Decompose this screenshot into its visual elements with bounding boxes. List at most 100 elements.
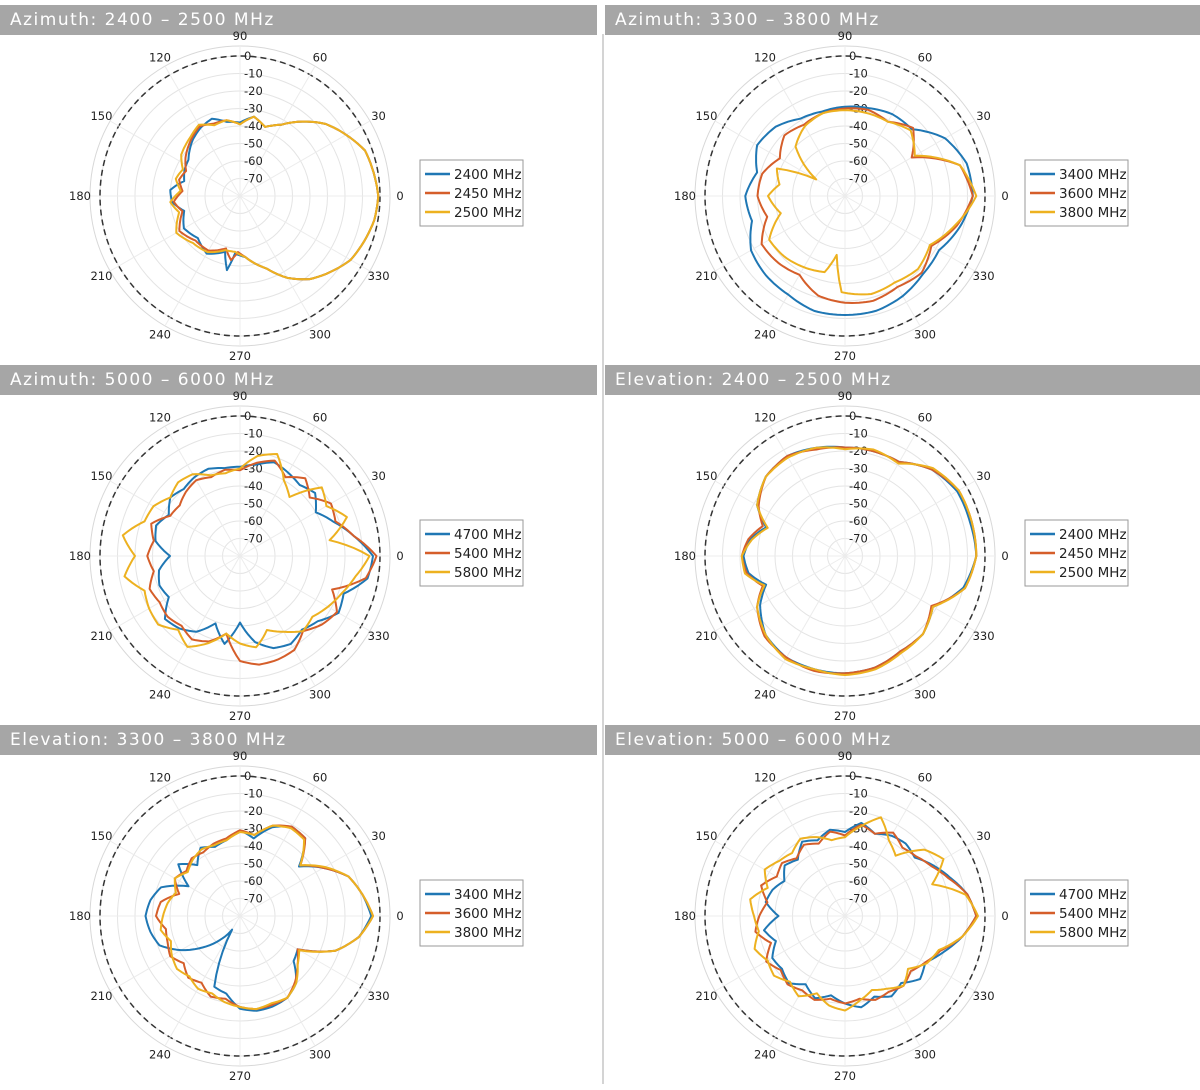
radial-tick-label: -10 xyxy=(244,787,263,801)
angle-tick-label: 270 xyxy=(229,1069,251,1080)
angle-tick-label: 150 xyxy=(695,829,717,843)
spoke xyxy=(109,915,241,992)
angle-tick-label: 180 xyxy=(674,909,696,923)
spoke xyxy=(239,840,371,917)
legend-label: 5400 MHz xyxy=(454,546,522,562)
angle-tick-label: 0 xyxy=(1001,549,1008,563)
spoke xyxy=(769,915,846,1047)
legend-label: 5800 MHz xyxy=(1059,925,1127,941)
radial-tick-label: -50 xyxy=(244,857,263,871)
chart-panel-0: Azimuth: 2400 – 2500 MHz 0 30 60 90 120 150 18… xyxy=(0,5,597,360)
angle-tick-label: 270 xyxy=(229,349,251,360)
spoke xyxy=(239,785,316,917)
angle-tick-label: 240 xyxy=(149,1048,171,1062)
angle-tick-label: 90 xyxy=(838,749,853,763)
radial-tick-label: -10 xyxy=(849,427,868,441)
radial-tick-label: -50 xyxy=(849,137,868,151)
angle-tick-label: 270 xyxy=(834,349,856,360)
angle-tick-label: 270 xyxy=(834,1069,856,1080)
radial-tick-label: -20 xyxy=(244,84,263,98)
spoke xyxy=(769,195,846,327)
spoke xyxy=(164,785,241,917)
chart-panel-1: Azimuth: 3300 – 3800 MHz 0 30 60 90 120 150 18… xyxy=(605,5,1200,360)
angle-tick-label: 240 xyxy=(754,688,776,702)
radial-tick-label: -20 xyxy=(849,444,868,458)
angle-tick-label: 180 xyxy=(69,909,91,923)
angle-tick-label: 210 xyxy=(695,269,717,283)
spoke xyxy=(769,65,846,197)
spoke xyxy=(844,915,976,992)
spoke xyxy=(714,915,846,992)
panel-title: Azimuth: 5000 – 6000 MHz xyxy=(0,365,597,395)
radial-tick-label: -10 xyxy=(849,787,868,801)
chart-panel-5: Elevation: 5000 – 6000 MHz 0 30 60 90 120 150… xyxy=(605,725,1200,1080)
chart-panel-3: Elevation: 2400 – 2500 MHz 0 30 60 90 120 150… xyxy=(605,365,1200,720)
series-line xyxy=(146,459,378,666)
legend-label: 3400 MHz xyxy=(1059,167,1127,183)
radial-tick-label: -70 xyxy=(849,172,868,186)
spoke xyxy=(239,915,316,1047)
angle-tick-label: 120 xyxy=(754,770,776,784)
spoke xyxy=(164,425,241,557)
radial-tick-label: -10 xyxy=(244,427,263,441)
radial-tick-label: -70 xyxy=(849,532,868,546)
angle-tick-label: 270 xyxy=(229,709,251,720)
angle-tick-label: 330 xyxy=(368,989,390,1003)
radial-tick-label: -40 xyxy=(244,119,263,133)
spoke xyxy=(239,120,371,197)
angle-tick-label: 300 xyxy=(914,1048,936,1062)
angle-tick-label: 180 xyxy=(69,189,91,203)
series-line xyxy=(763,821,978,1009)
angle-tick-label: 30 xyxy=(371,829,386,843)
angle-tick-label: 180 xyxy=(674,549,696,563)
angle-tick-label: 30 xyxy=(976,469,991,483)
polar-chart: 03060901201501802102402703003300-10-20-3… xyxy=(69,749,524,1080)
angle-tick-label: 30 xyxy=(976,109,991,123)
angle-tick-label: 180 xyxy=(674,189,696,203)
radial-tick-label: -20 xyxy=(849,84,868,98)
angle-tick-label: 210 xyxy=(90,269,112,283)
series-line xyxy=(121,453,371,649)
legend-label: 3800 MHz xyxy=(1059,205,1127,221)
angle-tick-label: 270 xyxy=(834,709,856,720)
spoke xyxy=(844,840,976,917)
legend-label: 3600 MHz xyxy=(1059,186,1127,202)
radial-tick-label: -40 xyxy=(244,839,263,853)
angle-tick-label: 120 xyxy=(754,50,776,64)
angle-tick-label: 90 xyxy=(838,389,853,403)
radial-tick-label: -10 xyxy=(244,67,263,81)
radial-tick-label: 0 xyxy=(849,769,856,783)
angle-tick-label: 300 xyxy=(309,328,331,342)
legend-label: 2450 MHz xyxy=(1059,546,1127,562)
spoke xyxy=(844,120,976,197)
panel-title: Elevation: 2400 – 2500 MHz xyxy=(605,365,1200,395)
angle-tick-label: 240 xyxy=(754,328,776,342)
angle-tick-label: 330 xyxy=(973,629,995,643)
radial-tick-label: -60 xyxy=(849,514,868,528)
spoke xyxy=(239,65,316,197)
angle-tick-label: 150 xyxy=(695,469,717,483)
polar-chart: 03060901201501802102402703003300-10-20-3… xyxy=(69,29,524,360)
spoke xyxy=(714,840,846,917)
spoke xyxy=(109,480,241,557)
spoke xyxy=(844,915,921,1047)
spoke xyxy=(239,555,371,632)
angle-tick-label: 60 xyxy=(918,410,933,424)
radial-tick-label: 0 xyxy=(849,49,856,63)
angle-tick-label: 210 xyxy=(90,989,112,1003)
radial-tick-label: -10 xyxy=(849,67,868,81)
angle-tick-label: 150 xyxy=(90,469,112,483)
angle-tick-label: 330 xyxy=(368,269,390,283)
spoke xyxy=(109,555,241,632)
spoke xyxy=(239,480,371,557)
angle-tick-label: 0 xyxy=(1001,909,1008,923)
angle-tick-label: 90 xyxy=(233,749,248,763)
angle-tick-label: 210 xyxy=(90,629,112,643)
angle-tick-label: 0 xyxy=(396,189,403,203)
spoke xyxy=(239,915,371,992)
spoke xyxy=(164,555,241,687)
angle-tick-label: 210 xyxy=(695,629,717,643)
angle-tick-label: 60 xyxy=(918,50,933,64)
legend-label: 5800 MHz xyxy=(454,565,522,581)
radial-tick-label: -60 xyxy=(244,874,263,888)
